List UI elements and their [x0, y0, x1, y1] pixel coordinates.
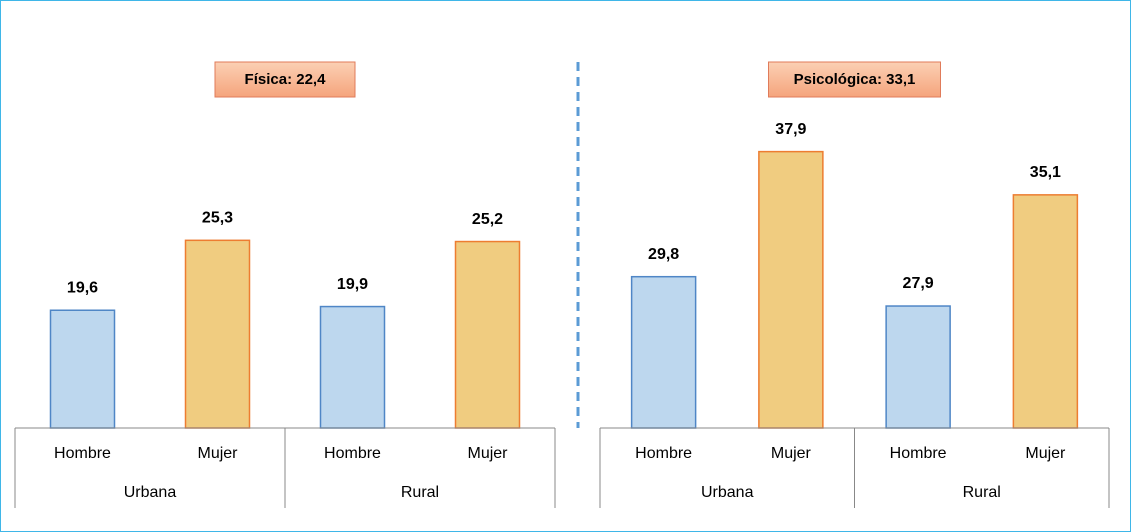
title-box — [768, 61, 941, 98]
bar — [319, 305, 386, 429]
bar — [630, 275, 697, 429]
x-tick-label: Mujer — [197, 445, 238, 462]
x-tick-label: Hombre — [635, 445, 692, 462]
title-box — [214, 61, 356, 98]
chart-title: Psicológica: 33,1 — [794, 71, 916, 88]
value-label: 19,6 — [67, 279, 98, 296]
value-label: 35,1 — [1030, 164, 1061, 181]
x-tick-label: Hombre — [890, 445, 947, 462]
bar — [1012, 194, 1079, 429]
chart-title: Física: 22,4 — [245, 71, 327, 88]
value-label: 25,3 — [202, 210, 233, 227]
group-label: Rural — [963, 484, 1001, 501]
bar — [758, 150, 824, 429]
value-label: 25,2 — [472, 211, 503, 228]
x-tick-label: Hombre — [54, 445, 111, 462]
bar — [885, 305, 951, 429]
x-tick-label: Hombre — [324, 445, 381, 462]
value-label: 37,9 — [775, 121, 806, 138]
x-tick-label: Mujer — [467, 445, 508, 462]
value-label: 27,9 — [903, 275, 934, 292]
group-label: Rural — [401, 484, 439, 501]
bar — [184, 239, 251, 429]
x-tick-label: Mujer — [1025, 445, 1066, 462]
group-label: Urbana — [701, 484, 754, 501]
bar — [49, 309, 116, 429]
group-label: Urbana — [124, 484, 177, 501]
value-label: 29,8 — [648, 246, 679, 263]
bar — [454, 240, 521, 429]
value-label: 19,9 — [337, 276, 368, 293]
x-tick-label: Mujer — [771, 445, 812, 462]
